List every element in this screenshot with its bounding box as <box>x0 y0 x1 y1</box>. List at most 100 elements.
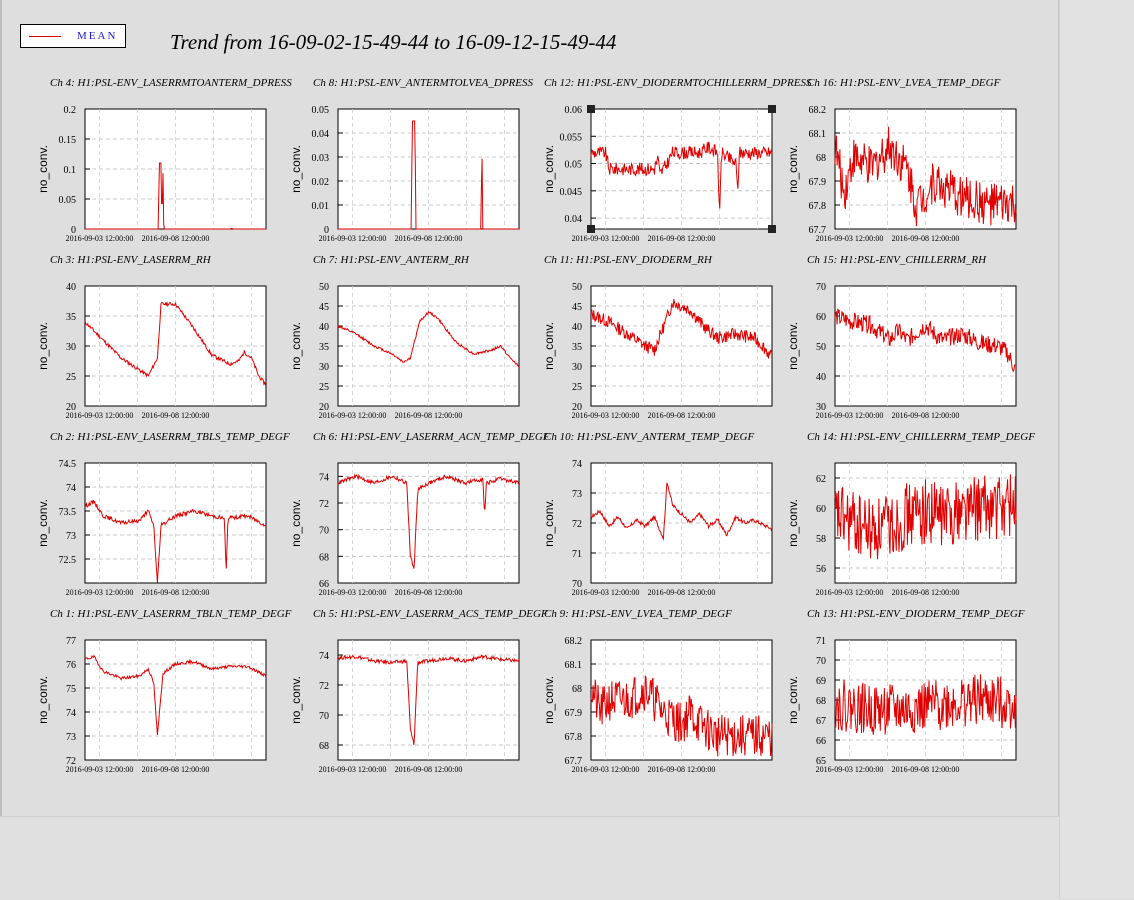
y-axis-label: no_conv. <box>36 145 50 193</box>
y-tick-label: 68 <box>319 741 329 752</box>
y-axis-label: no_conv. <box>36 322 50 370</box>
y-tick-label: 0.055 <box>560 132 583 143</box>
y-tick-label: 70 <box>572 579 582 590</box>
plot-title: Ch 7: H1:PSL-ENV_ANTERM_RH <box>313 254 470 266</box>
y-tick-label: 45 <box>572 302 582 313</box>
plot-title: Ch 15: H1:PSL-ENV_CHILLERRM_RH <box>807 254 987 266</box>
y-tick-label: 68.2 <box>565 636 583 647</box>
x-tick-label: 2016-09-08 12:00:00 <box>142 411 210 420</box>
y-tick-label: 73.5 <box>59 507 77 518</box>
y-tick-label: 67.7 <box>565 756 583 767</box>
y-tick-label: 60 <box>816 504 826 515</box>
x-tick-label: 2016-09-08 12:00:00 <box>892 234 960 243</box>
y-axis-label: no_conv. <box>786 145 800 193</box>
plot-title: Ch 13: H1:PSL-ENV_DIODERM_TEMP_DEGF <box>807 608 1025 620</box>
y-tick-label: 67.8 <box>565 732 583 743</box>
y-tick-label: 0.01 <box>312 201 330 212</box>
x-tick-label: 2016-09-03 12:00:00 <box>66 234 134 243</box>
y-tick-label: 74 <box>319 472 329 483</box>
y-tick-label: 25 <box>572 382 582 393</box>
y-tick-label: 74 <box>66 483 76 494</box>
legend: MEAN <box>20 24 126 48</box>
y-tick-label: 68.2 <box>809 105 827 116</box>
y-tick-label: 73 <box>572 489 582 500</box>
mean-series-line <box>834 474 1017 560</box>
x-tick-label: 2016-09-03 12:00:00 <box>66 411 134 420</box>
y-tick-label: 0.15 <box>59 135 77 146</box>
mean-series-line <box>84 499 267 583</box>
y-axis-label: no_conv. <box>36 676 50 724</box>
trend-plot-15: Ch 9: H1:PSL-ENV_LVEA_TEMP_DEGF 67.7 67.8 6… <box>542 608 773 774</box>
x-tick-label: 2016-09-08 12:00:00 <box>142 234 210 243</box>
mean-series-line <box>590 299 773 359</box>
y-tick-label: 40 <box>66 282 76 293</box>
x-tick-label: 2016-09-03 12:00:00 <box>319 765 387 774</box>
x-tick-label: 2016-09-03 12:00:00 <box>319 588 387 597</box>
y-tick-label: 69 <box>816 676 826 687</box>
x-tick-label: 2016-09-08 12:00:00 <box>648 588 716 597</box>
trend-plot-7: Ch 11: H1:PSL-ENV_DIODERM_RH 20 25 30 35 40 45… <box>542 254 773 420</box>
y-tick-label: 25 <box>66 372 76 383</box>
trend-plot-10: Ch 6: H1:PSL-ENV_LASERRM_ACN_TEMP_DEGF 66… <box>289 431 550 597</box>
y-tick-label: 25 <box>319 382 329 393</box>
x-tick-label: 2016-09-08 12:00:00 <box>892 588 960 597</box>
x-tick-label: 2016-09-03 12:00:00 <box>816 588 884 597</box>
y-axis-label: no_conv. <box>542 499 556 547</box>
x-tick-label: 2016-09-08 12:00:00 <box>648 411 716 420</box>
x-tick-label: 2016-09-08 12:00:00 <box>648 765 716 774</box>
y-tick-label: 35 <box>66 312 76 323</box>
y-tick-label: 66 <box>816 736 826 747</box>
x-tick-label: 2016-09-08 12:00:00 <box>142 765 210 774</box>
y-tick-label: 68.1 <box>565 660 583 671</box>
y-tick-label: 50 <box>816 342 826 353</box>
y-tick-label: 71 <box>816 636 826 647</box>
x-tick-label: 2016-09-03 12:00:00 <box>816 765 884 774</box>
plot-title: Ch 10: H1:PSL-ENV_ANTERM_TEMP_DEGF <box>544 431 754 443</box>
x-tick-label: 2016-09-03 12:00:00 <box>66 588 134 597</box>
y-tick-label: 67.9 <box>809 177 827 188</box>
y-tick-label: 0.05 <box>59 195 77 206</box>
x-tick-label: 2016-09-03 12:00:00 <box>572 234 640 243</box>
mean-series-line <box>338 120 519 230</box>
plot-title: Ch 16: H1:PSL-ENV_LVEA_TEMP_DEGF <box>807 77 1001 89</box>
y-tick-label: 74.5 <box>59 459 77 470</box>
y-axis-label: no_conv. <box>786 322 800 370</box>
y-tick-label: 20 <box>319 402 329 413</box>
legend-mean-line-swatch <box>29 36 61 37</box>
y-tick-label: 50 <box>319 282 329 293</box>
y-tick-label: 20 <box>572 402 582 413</box>
mean-series-line <box>834 126 1017 227</box>
x-tick-label: 2016-09-03 12:00:00 <box>66 765 134 774</box>
mean-series-line <box>337 654 520 745</box>
y-tick-label: 0.2 <box>64 105 77 116</box>
right-gutter <box>1059 0 1134 899</box>
y-tick-label: 0.02 <box>312 177 330 188</box>
y-tick-label: 40 <box>319 322 329 333</box>
trend-plot-3: Ch 12: H1:PSL-ENV_DIODERMTOCHILLERRM_DPR… <box>542 77 812 243</box>
y-tick-label: 67.8 <box>809 201 827 212</box>
trend-plot-2: Ch 8: H1:PSL-ENV_ANTERMTOLVEA_DPRESS 0 0.0… <box>289 77 533 243</box>
y-tick-label: 75 <box>66 684 76 695</box>
y-axis-label: no_conv. <box>786 499 800 547</box>
y-tick-label: 50 <box>572 282 582 293</box>
y-axis-label: no_conv. <box>542 145 556 193</box>
y-axis-label: no_conv. <box>542 322 556 370</box>
x-tick-label: 2016-09-08 12:00:00 <box>648 234 716 243</box>
y-tick-label: 67 <box>816 716 826 727</box>
mean-series-line <box>337 310 520 368</box>
y-tick-label: 0 <box>324 225 329 236</box>
y-tick-label: 30 <box>816 402 826 413</box>
trend-plot-4: Ch 16: H1:PSL-ENV_LVEA_TEMP_DEGF 67.7 67.8… <box>786 77 1017 243</box>
trend-plot-5: Ch 3: H1:PSL-ENV_LASERRM_RH 20 25 30 35 40 201… <box>36 254 267 420</box>
mean-series-line <box>85 162 266 230</box>
y-tick-label: 72 <box>319 681 329 692</box>
x-tick-label: 2016-09-08 12:00:00 <box>142 588 210 597</box>
y-tick-label: 68 <box>816 696 826 707</box>
x-tick-label: 2016-09-08 12:00:00 <box>395 411 463 420</box>
y-tick-label: 70 <box>816 282 826 293</box>
trend-plots-grid: Ch 4: H1:PSL-ENV_LASERRMTOANTERM_DPRESS 0… <box>36 77 1035 774</box>
y-tick-label: 58 <box>816 534 826 545</box>
y-tick-label: 30 <box>66 342 76 353</box>
y-tick-label: 0 <box>71 225 76 236</box>
selection-handle <box>768 105 776 113</box>
